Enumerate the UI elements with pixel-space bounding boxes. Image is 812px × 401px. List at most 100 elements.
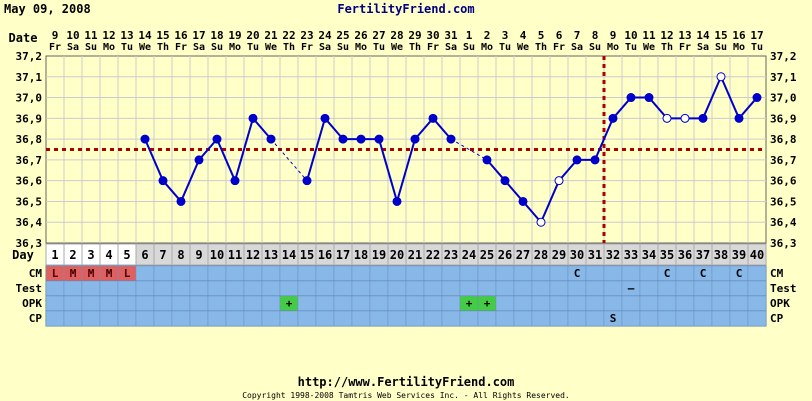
opk-cell — [549, 295, 569, 312]
temp-point — [392, 196, 402, 206]
test-cell — [585, 280, 605, 297]
test-cell — [549, 280, 569, 297]
date-label: 14 — [696, 29, 710, 42]
y-tick-left: 37,2 — [16, 50, 43, 63]
cp-cell — [405, 310, 425, 327]
day-label: 38 — [714, 248, 728, 262]
cp-cell — [423, 310, 443, 327]
test-cell — [297, 280, 317, 297]
cp-cell — [117, 310, 137, 327]
temp-point — [446, 134, 456, 144]
date-label: 4 — [520, 29, 527, 42]
y-tick-left: 36,5 — [16, 195, 43, 208]
temp-point — [752, 93, 762, 103]
temp-line-segment — [234, 118, 254, 181]
test-cell — [153, 280, 173, 297]
opk-row-label: OPK — [22, 297, 42, 310]
cm-cell — [153, 265, 173, 282]
test-cell — [675, 280, 695, 297]
cp-cell — [657, 310, 677, 327]
day-label: 35 — [660, 248, 674, 262]
cm-value: M — [88, 267, 95, 280]
weekday-label: Su — [463, 42, 475, 53]
day-label: 19 — [372, 248, 386, 262]
date-label: 18 — [210, 29, 223, 42]
test-cell — [729, 280, 749, 297]
temp-point — [248, 113, 258, 123]
cp-row-label: CP — [29, 312, 43, 325]
day-label: 16 — [318, 248, 332, 262]
day-label: 28 — [534, 248, 548, 262]
opk-cell — [567, 295, 587, 312]
cm-cell — [747, 265, 767, 282]
test-cell — [747, 280, 767, 297]
cp-cell — [135, 310, 155, 327]
date-label: 20 — [246, 29, 259, 42]
opk-cell — [99, 295, 119, 312]
test-cell — [567, 280, 587, 297]
date-label: 27 — [372, 29, 385, 42]
y-tick-right: 36,9 — [770, 112, 797, 125]
weekday-label: Fr — [553, 42, 565, 53]
cp-cell — [207, 310, 227, 327]
date-label: 1 — [466, 29, 473, 42]
weekday-label: Mo — [481, 42, 493, 53]
weekday-label: We — [517, 42, 529, 53]
opk-cell — [297, 295, 317, 312]
day-label: 10 — [210, 248, 224, 262]
cm-cell — [459, 265, 479, 282]
date-label: 3 — [502, 29, 509, 42]
date-label: 10 — [624, 29, 637, 42]
test-cell — [315, 280, 335, 297]
cm-cell — [171, 265, 191, 282]
test-cell — [225, 280, 245, 297]
opk-cell — [135, 295, 155, 312]
date-label: 22 — [282, 29, 295, 42]
date-label: 5 — [538, 29, 545, 42]
day-label: 11 — [228, 248, 242, 262]
cp-cell — [567, 310, 587, 327]
test-cell — [243, 280, 263, 297]
cm-cell — [189, 265, 209, 282]
cm-cell — [261, 265, 281, 282]
day-label: 33 — [624, 248, 638, 262]
cp-cell — [315, 310, 335, 327]
day-cell — [747, 243, 767, 266]
date-label: 14 — [138, 29, 152, 42]
date-label: 13 — [678, 29, 691, 42]
day-label: 5 — [123, 248, 130, 262]
test-cell — [711, 280, 731, 297]
temp-point — [626, 93, 636, 103]
site-name[interactable]: FertilityFriend.com — [337, 2, 475, 16]
cp-row-label-right: CP — [770, 312, 784, 325]
test-cell — [387, 280, 407, 297]
date-label: 8 — [592, 29, 599, 42]
weekday-label: Sa — [697, 42, 709, 53]
date-label: 7 — [574, 29, 581, 42]
temp-point — [230, 176, 240, 186]
weekday-label: Mo — [607, 42, 619, 53]
temp-point — [536, 217, 546, 227]
weekday-label: Mo — [103, 42, 115, 53]
date-label: 15 — [156, 29, 169, 42]
cm-value: M — [70, 267, 77, 280]
footer-url[interactable]: http://www.FertilityFriend.com — [297, 375, 515, 389]
cm-cell — [315, 265, 335, 282]
temp-line-segment — [702, 76, 722, 119]
opk-cell — [693, 295, 713, 312]
opk-cell — [585, 295, 605, 312]
chart-date: May 09, 2008 — [4, 2, 91, 16]
day-label: 15 — [300, 248, 314, 262]
cp-cell — [747, 310, 767, 327]
cm-value: L — [124, 267, 131, 280]
weekday-label: Tu — [373, 42, 385, 53]
test-cell — [423, 280, 443, 297]
weekday-label: Th — [661, 42, 673, 53]
weekday-label: Sa — [319, 42, 331, 53]
temp-point — [212, 134, 222, 144]
day-label: 24 — [462, 248, 476, 262]
temp-line-segment — [504, 180, 524, 203]
y-tick-left: 36,6 — [16, 175, 43, 188]
cp-cell — [81, 310, 101, 327]
